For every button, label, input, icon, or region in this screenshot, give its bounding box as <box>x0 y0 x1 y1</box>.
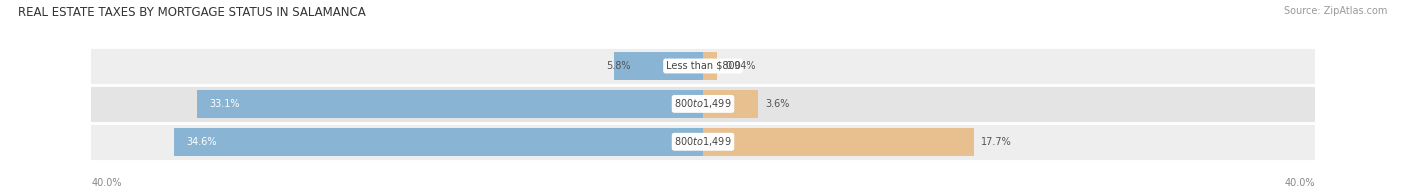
Text: 5.8%: 5.8% <box>606 61 631 71</box>
Text: 40.0%: 40.0% <box>1284 178 1315 188</box>
Bar <box>91 85 1315 123</box>
Bar <box>197 90 703 118</box>
Text: 34.6%: 34.6% <box>186 137 217 147</box>
Bar <box>174 128 703 156</box>
Text: $800 to $1,499: $800 to $1,499 <box>675 135 731 148</box>
Text: $800 to $1,499: $800 to $1,499 <box>675 97 731 110</box>
Bar <box>91 123 1315 161</box>
Text: 40.0%: 40.0% <box>91 178 122 188</box>
Text: Less than $800: Less than $800 <box>665 61 741 71</box>
Bar <box>91 47 1315 85</box>
Text: REAL ESTATE TAXES BY MORTGAGE STATUS IN SALAMANCA: REAL ESTATE TAXES BY MORTGAGE STATUS IN … <box>18 6 366 19</box>
Text: 33.1%: 33.1% <box>209 99 239 109</box>
Bar <box>703 90 758 118</box>
Text: 0.94%: 0.94% <box>725 61 755 71</box>
Bar <box>614 52 703 80</box>
Text: 3.6%: 3.6% <box>766 99 790 109</box>
Bar <box>703 52 717 80</box>
Text: Source: ZipAtlas.com: Source: ZipAtlas.com <box>1284 6 1388 16</box>
Text: 17.7%: 17.7% <box>981 137 1012 147</box>
Bar <box>703 128 973 156</box>
